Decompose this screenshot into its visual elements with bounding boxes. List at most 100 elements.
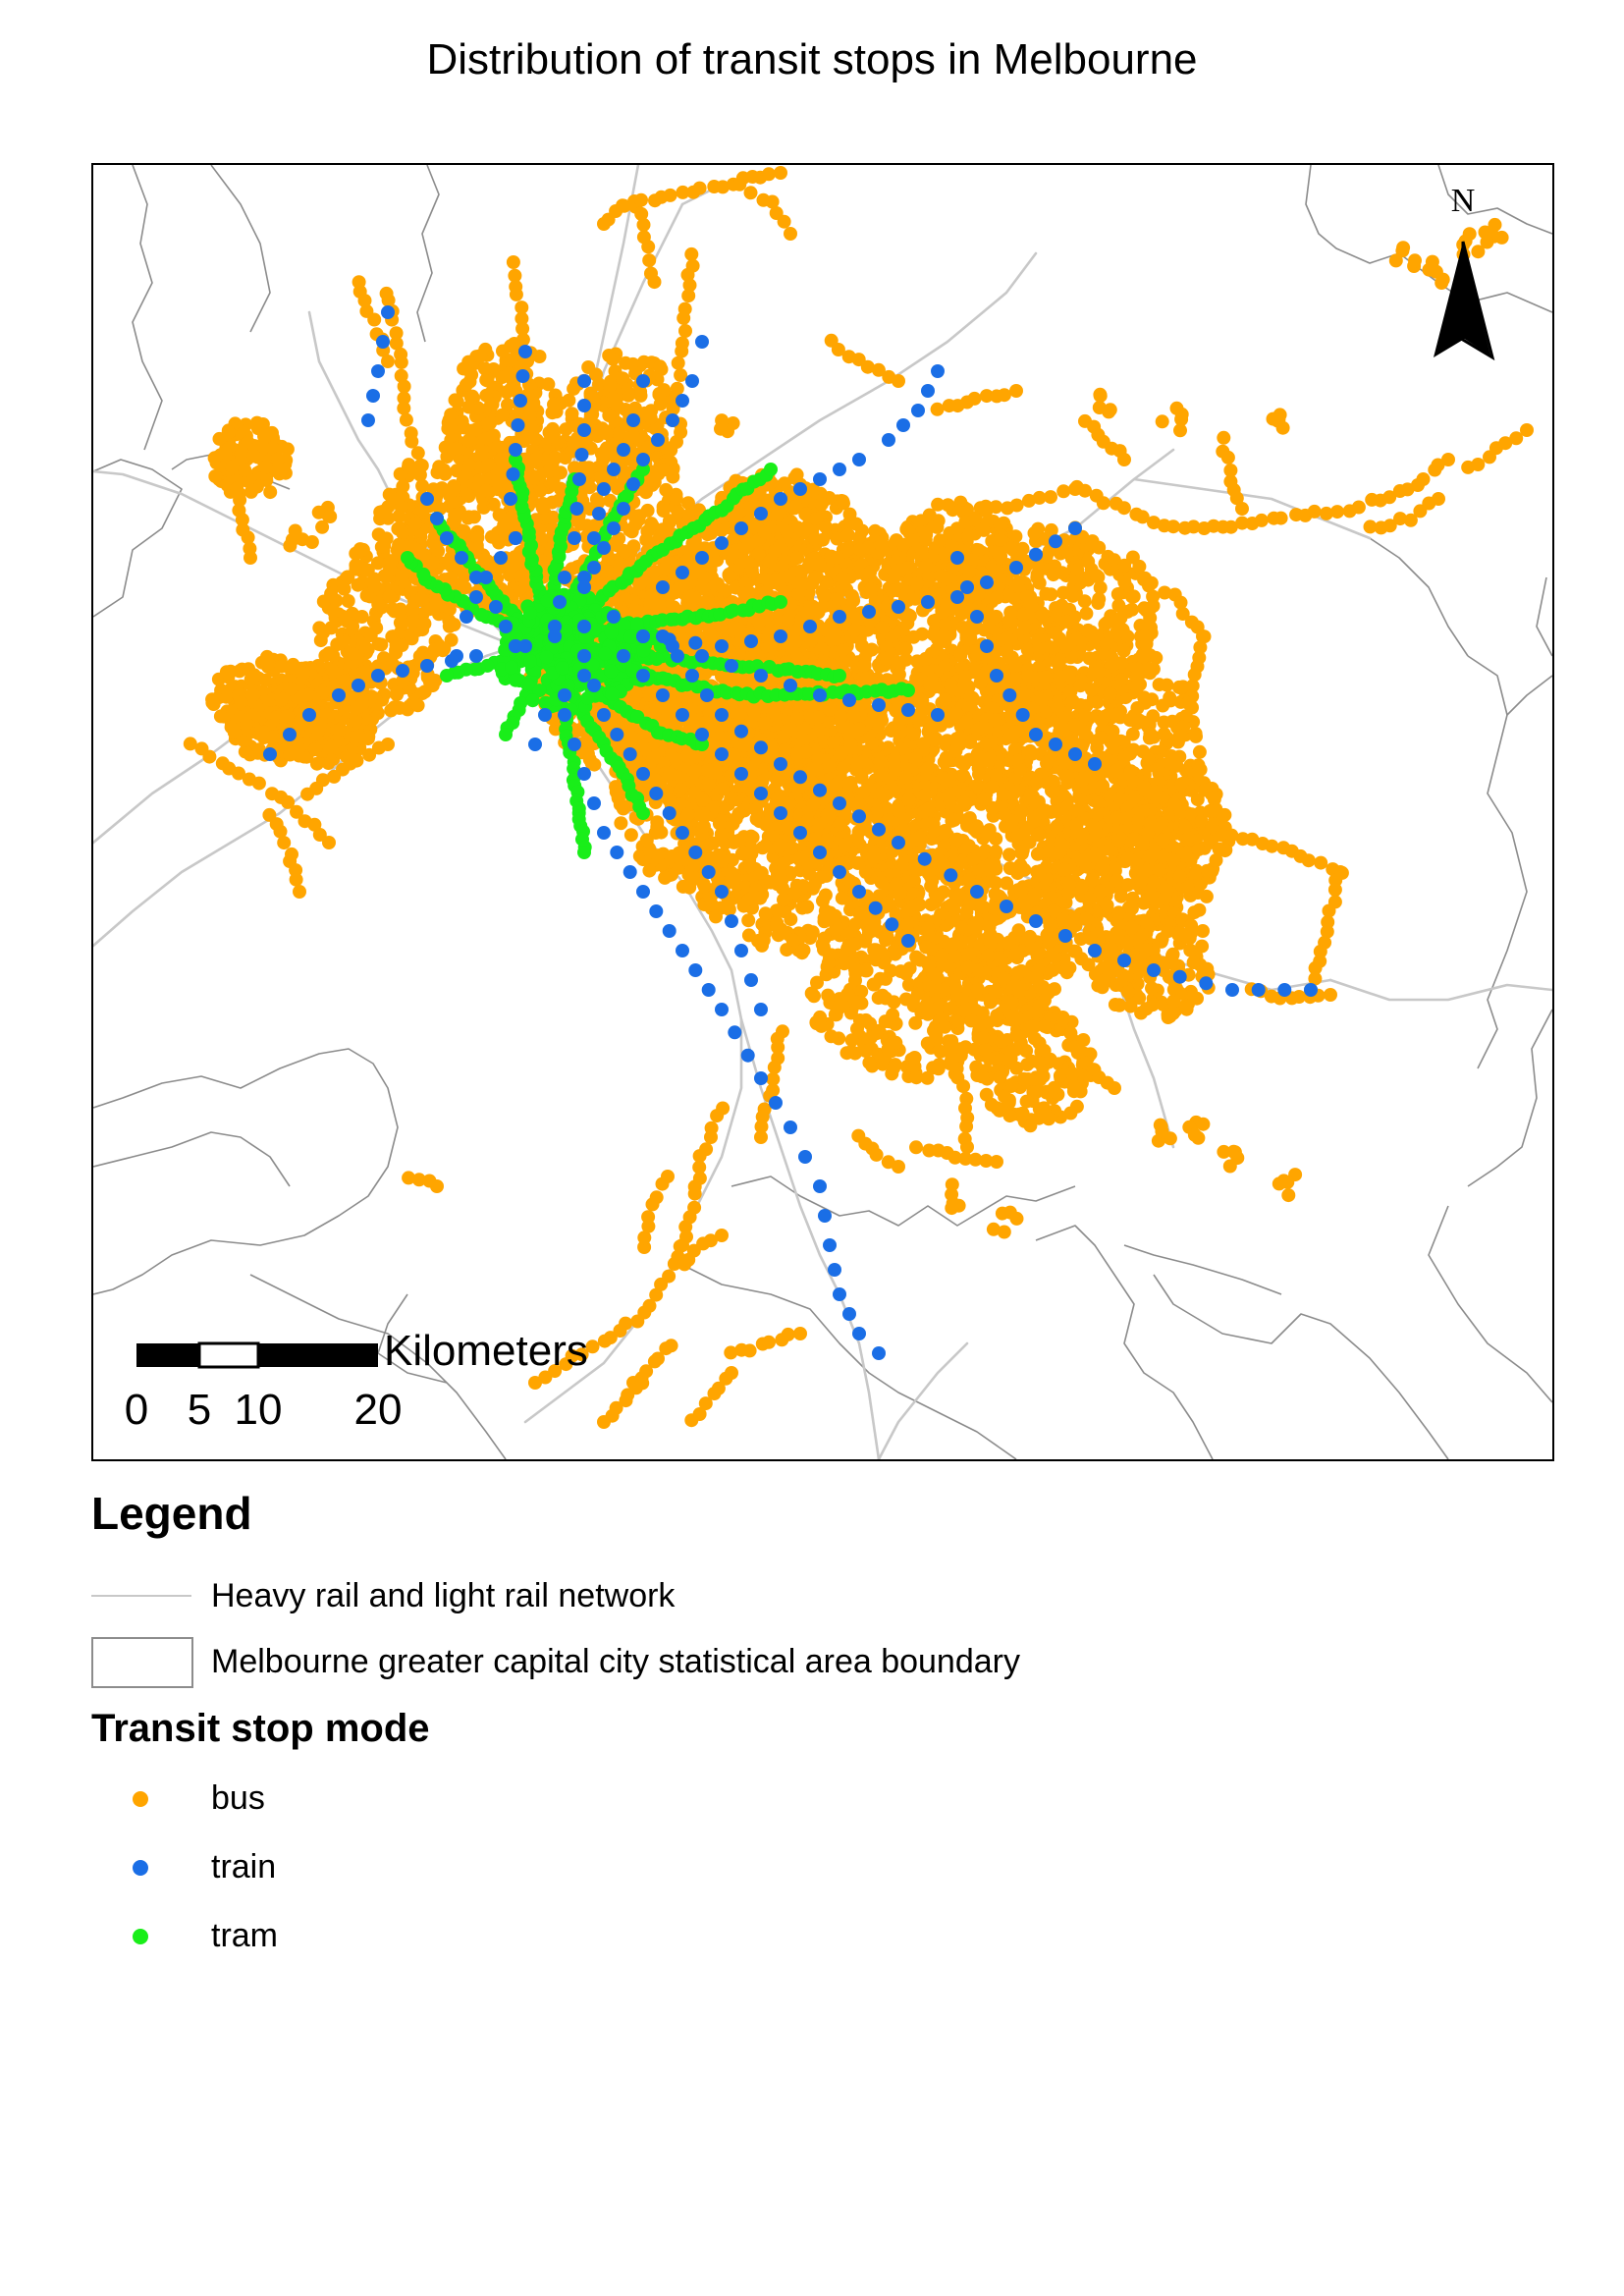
bus-stop-marker (758, 906, 773, 921)
bus-stop-marker (650, 815, 665, 830)
map-frame[interactable]: N Kilometers 0 5 10 20 (91, 163, 1554, 1461)
bus-stop-marker (983, 858, 998, 872)
bus-stop-marker (753, 891, 768, 905)
bus-stop-marker (697, 808, 712, 823)
bus-stop-marker (634, 574, 648, 589)
bus-stop-marker (880, 652, 893, 667)
bus-stop-marker (677, 577, 691, 592)
bus-stop-marker (639, 833, 654, 847)
bus-stop-marker (823, 905, 838, 920)
bus-stop-marker (1027, 525, 1042, 540)
bus-stop-marker (918, 788, 933, 802)
bus-stop-marker (835, 891, 849, 905)
map-title: Distribution of transit stops in Melbour… (426, 35, 1198, 83)
bus-stop-marker (952, 738, 967, 752)
bus-stop-marker (866, 848, 881, 863)
bus-stop-marker (844, 588, 859, 603)
bus-stop-marker (901, 793, 916, 807)
bus-stop-marker (848, 917, 863, 932)
bus-stop-marker (669, 491, 683, 506)
bus-stop-marker (628, 687, 643, 702)
bus-stop-marker (876, 621, 891, 635)
bus-stop-marker (966, 851, 981, 866)
bus-stop-marker (932, 889, 947, 903)
bus-stop-marker (781, 612, 795, 627)
bus-stop-marker (777, 856, 791, 871)
bus-stop-marker (709, 909, 723, 924)
bus-stop-marker (618, 544, 632, 559)
bus-stop-marker (859, 822, 874, 837)
bus-stop-marker (948, 706, 963, 720)
bus-stop-marker (657, 561, 672, 575)
bus-stop-marker (805, 925, 820, 940)
bus-stop-marker (887, 583, 901, 598)
bus-stop-marker (911, 897, 925, 911)
bus-stop-marker (680, 807, 695, 822)
bus-stop-marker (892, 803, 906, 818)
bus-stop-marker (836, 494, 850, 509)
bus-stop-marker (851, 855, 865, 870)
bus-stop-marker (1008, 659, 1023, 674)
bus-stop-marker (877, 787, 892, 801)
bus-stop-marker (764, 875, 779, 890)
bus-stop-marker (785, 841, 799, 855)
bus-stop-marker (865, 736, 880, 750)
bus-stop-marker (821, 809, 836, 824)
bus-stop-marker (817, 588, 832, 603)
bus-stop-marker (927, 823, 942, 838)
bus-stop-marker (915, 693, 930, 708)
bus-stop-marker (906, 727, 921, 741)
bus-stop-marker (850, 612, 865, 627)
bus-stop-marker (836, 571, 850, 585)
bus-stop-marker (722, 569, 736, 583)
bus-stop-marker (792, 852, 807, 866)
bus-stop-marker (696, 877, 711, 892)
bus-stop-marker (728, 872, 742, 887)
bus-stop-marker (587, 757, 602, 772)
bus-stop-marker (842, 507, 857, 521)
bus-stop-marker (1008, 672, 1023, 686)
bus-stop-marker (758, 839, 773, 853)
bus-stop-marker (687, 857, 702, 872)
bus-stop-marker (674, 782, 688, 796)
bus-stop-marker (1078, 708, 1093, 723)
bus-stop-marker (1003, 605, 1018, 620)
bus-stop-marker (830, 777, 844, 792)
bus-stop-marker (894, 856, 909, 871)
bus-stop-marker (942, 792, 956, 805)
bus-stop-marker (982, 826, 997, 841)
bus-stop-marker (956, 794, 971, 809)
bus-stop-marker (628, 603, 643, 618)
bus-stop-marker (842, 603, 857, 618)
bus-stop-layer (183, 166, 1534, 1429)
bus-stop-marker (685, 536, 700, 551)
bus-stop-marker (682, 880, 697, 895)
bus-stop-marker (794, 577, 809, 592)
bus-stop-marker (752, 615, 767, 629)
bus-stop-marker (1090, 569, 1105, 583)
map-canvas[interactable]: N Kilometers 0 5 10 20 (93, 165, 1552, 1459)
bus-stop-marker (926, 628, 941, 642)
bus-stop-marker (901, 609, 916, 624)
bus-stop-marker (1126, 589, 1141, 604)
bus-stop-marker (679, 554, 694, 569)
bus-stop-marker (1111, 598, 1126, 613)
bus-stop-marker (761, 630, 776, 645)
bus-stop-marker (808, 832, 823, 847)
bus-stop-marker (644, 588, 659, 603)
bus-stop-marker (737, 846, 752, 860)
bus-stop-marker (771, 840, 785, 854)
bus-stop-marker (810, 570, 824, 584)
bus-stop-marker (857, 658, 872, 673)
bus-stop-marker (582, 480, 597, 495)
bus-stop-marker (1059, 614, 1074, 629)
bus-stop-marker (840, 527, 855, 542)
bus-stop-marker (836, 761, 850, 776)
bus-stop-marker (614, 816, 628, 831)
bus-stop-marker (1024, 599, 1039, 614)
bus-stop-marker (741, 585, 756, 600)
bus-stop-marker (986, 611, 1001, 626)
bus-stop-marker (898, 652, 913, 667)
bus-stop-marker (810, 602, 825, 617)
bus-stop-marker (1094, 731, 1108, 745)
